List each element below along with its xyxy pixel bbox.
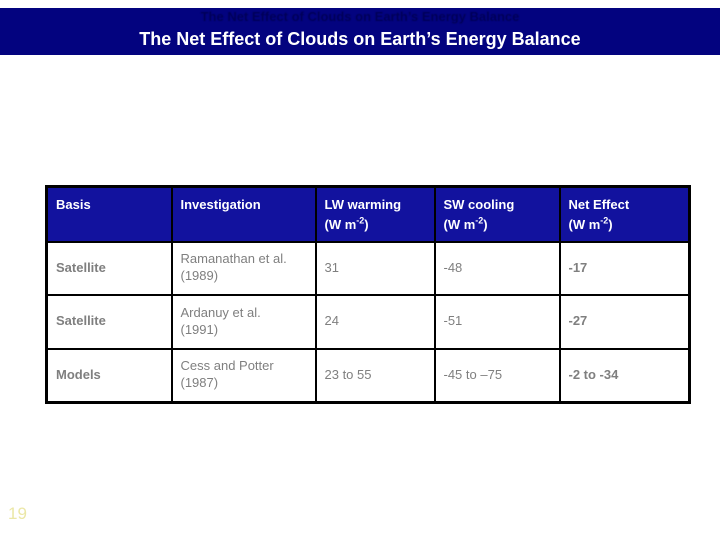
column-header-unit: (W m-2) [443,215,488,233]
title-ghost: The Net Effect of Clouds on Earth’s Ener… [200,9,520,24]
column-header-label: LW warming [324,197,402,212]
sw-cooling-cell: -51 [433,293,561,350]
investigation-line: Ramanathan et al. [180,251,287,267]
basis-cell: Models [45,347,173,404]
net-effect-cell: -27 [558,293,691,350]
net-effect-cell: -17 [558,240,691,296]
lw-warming-cell: 23 to 55 [314,347,436,404]
page-title: The Net Effect of Clouds on Earth’s Ener… [139,29,581,49]
column-header-net-effect: Net Effect (W m-2) [558,185,691,243]
column-header-unit: (W m-2) [324,215,369,233]
investigation-cell: Cess and Potter (1987) [170,347,317,404]
net-effect-cell: -2 to -34 [558,347,691,404]
column-header-basis: Basis [45,185,173,243]
investigation-line: Cess and Potter [180,358,274,374]
lw-warming-cell: 31 [314,240,436,296]
column-header-lw-warming: LW warming (W m-2) [314,185,436,243]
basis-cell: Satellite [45,293,173,350]
table-row: Models Cess and Potter (1987) 23 to 55 -… [45,347,691,404]
table-row: Satellite Ramanathan et al. (1989) 31 -4… [45,240,691,296]
investigation-cell: Ramanathan et al. (1989) [170,240,317,296]
column-header-label: Net Effect [568,197,630,212]
results-table-container: Basis Investigation LW warming (W m-2) S… [45,185,691,404]
column-header-label: SW cooling [443,197,515,212]
investigation-cell: Ardanuy et al. (1991) [170,293,317,350]
column-header-sw-cooling: SW cooling (W m-2) [433,185,561,243]
cloud-forcing-table: Basis Investigation LW warming (W m-2) S… [45,185,691,404]
investigation-line: (1987) [180,375,219,391]
lw-warming-cell: 24 [314,293,436,350]
page-number: 19 [8,504,27,523]
investigation-line: (1989) [180,268,219,283]
table-row: Satellite Ardanuy et al. (1991) 24 -51 -… [45,293,691,350]
column-header-investigation: Investigation [170,185,317,243]
title-banner: The Net Effect of Clouds on Earth’s Ener… [0,8,720,55]
column-header-unit: (W m-2) [568,215,613,233]
column-header-label: Basis [56,197,91,212]
basis-cell: Satellite [45,240,173,296]
sw-cooling-cell: -48 [433,240,561,296]
table-header-row: Basis Investigation LW warming (W m-2) S… [45,185,691,243]
investigation-line: Ardanuy et al. [180,304,261,320]
investigation-line: (1991) [180,321,219,337]
sw-cooling-cell: -45 to –75 [433,347,561,404]
column-header-label: Investigation [180,197,261,212]
